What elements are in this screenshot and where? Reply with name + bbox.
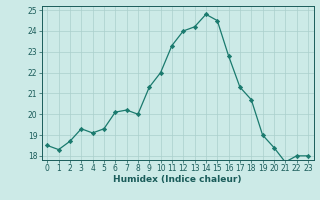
X-axis label: Humidex (Indice chaleur): Humidex (Indice chaleur) xyxy=(113,175,242,184)
